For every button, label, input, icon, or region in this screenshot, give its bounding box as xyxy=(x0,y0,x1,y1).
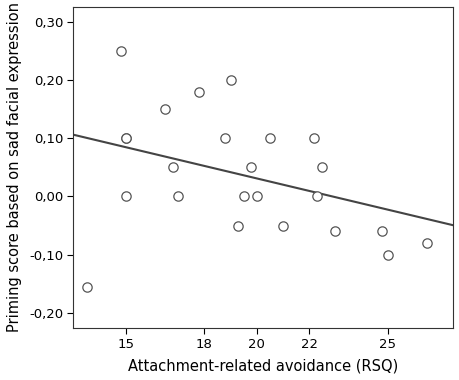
Point xyxy=(252,193,260,200)
Point xyxy=(279,223,286,229)
Point xyxy=(313,193,320,200)
Point xyxy=(310,135,317,141)
Point xyxy=(383,252,391,258)
Point xyxy=(169,164,176,170)
Point xyxy=(117,48,124,54)
Point xyxy=(226,77,234,83)
Point xyxy=(265,135,273,141)
Point xyxy=(378,228,385,234)
Point xyxy=(83,284,90,290)
Point xyxy=(221,135,229,141)
Point xyxy=(122,135,129,141)
Point xyxy=(122,193,129,200)
Point xyxy=(195,89,202,95)
Point xyxy=(240,193,247,200)
Point xyxy=(331,228,338,234)
Point xyxy=(122,135,129,141)
Point xyxy=(318,164,325,170)
Point xyxy=(234,223,241,229)
X-axis label: Attachment-related avoidance (RSQ): Attachment-related avoidance (RSQ) xyxy=(128,358,397,373)
Point xyxy=(422,240,430,246)
Point xyxy=(174,193,181,200)
Point xyxy=(247,164,255,170)
Y-axis label: Priming score based on sad facial expression: Priming score based on sad facial expres… xyxy=(7,2,22,332)
Point xyxy=(161,106,168,112)
